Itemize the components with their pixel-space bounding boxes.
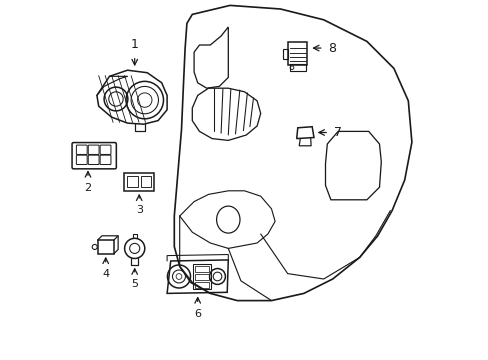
Bar (195, 282, 208, 288)
Text: 3: 3 (136, 205, 142, 215)
Bar (193, 264, 210, 289)
Bar (283, 49, 288, 59)
Bar (127, 176, 137, 187)
Text: 7: 7 (333, 126, 341, 139)
Bar (123, 173, 154, 191)
Text: 5: 5 (131, 279, 138, 289)
Bar (195, 266, 208, 272)
Bar (287, 42, 307, 65)
Text: 2: 2 (84, 183, 91, 193)
Bar (195, 274, 208, 280)
Text: 6: 6 (194, 309, 201, 319)
Text: 1: 1 (130, 38, 139, 51)
Bar (289, 64, 305, 71)
Text: 8: 8 (328, 41, 336, 55)
Bar (141, 176, 151, 187)
Text: 4: 4 (102, 269, 109, 279)
Bar (98, 240, 114, 254)
